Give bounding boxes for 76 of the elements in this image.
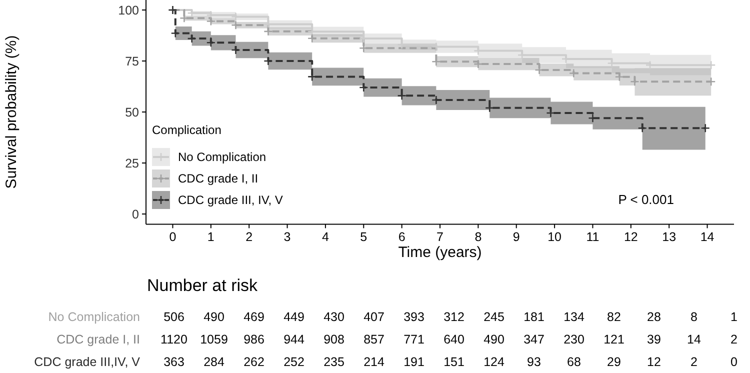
- y-axis-title: Survival probability (%): [3, 35, 20, 189]
- data-label: 262: [244, 355, 264, 369]
- x-axis-title: Time (years): [398, 244, 482, 262]
- data-label: 0: [730, 355, 738, 369]
- x-tick-label: 11: [586, 230, 600, 244]
- y-tick-label: 50: [125, 105, 140, 120]
- data-label: 2: [730, 332, 738, 346]
- x-tick-label: 6: [398, 230, 406, 244]
- legend-label: No Complication: [178, 150, 266, 164]
- data-label: 1059: [200, 332, 228, 346]
- data-label: 986: [244, 332, 264, 346]
- data-label: 771: [404, 332, 424, 346]
- data-label: 944: [284, 332, 304, 346]
- data-label: 857: [364, 332, 384, 346]
- data-label: 252: [284, 355, 304, 369]
- x-tick-label: 10: [548, 230, 562, 244]
- chart-title: Number at risk: [147, 276, 258, 295]
- data-label: 93: [527, 355, 541, 369]
- data-label: 8: [690, 310, 698, 324]
- data-label: 1120: [160, 332, 188, 346]
- x-tick-label: 9: [512, 230, 520, 244]
- data-label: 490: [204, 310, 224, 324]
- data-label: 640: [444, 332, 464, 346]
- legend-title: Complication: [152, 123, 222, 137]
- x-tick-label: 1: [207, 230, 214, 244]
- data-label: 506: [164, 310, 184, 324]
- annotation: P < 0.001: [618, 192, 674, 208]
- data-label: 68: [567, 355, 581, 369]
- x-tick-label: 3: [284, 230, 291, 244]
- data-label: 430: [324, 310, 344, 324]
- legend-label: CDC grade I, II: [178, 172, 258, 186]
- data-label: 134: [564, 310, 584, 324]
- data-label: 363: [164, 355, 184, 369]
- x-tick-label: 8: [474, 230, 482, 244]
- data-label: 29: [607, 355, 621, 369]
- data-label: 214: [364, 355, 384, 369]
- data-label: 14: [687, 332, 701, 346]
- data-label: 245: [484, 310, 504, 324]
- data-label: 449: [284, 310, 304, 324]
- data-label: 407: [364, 310, 384, 324]
- x-tick-label: 14: [700, 230, 714, 244]
- data-label: 490: [484, 332, 504, 346]
- data-label: 284: [204, 355, 224, 369]
- legend-label: CDC grade III, IV, V: [178, 193, 283, 208]
- data-label: 39: [647, 332, 661, 346]
- data-label: 393: [404, 310, 424, 324]
- data-label: 908: [324, 332, 344, 346]
- y-tick-label: 75: [125, 54, 140, 68]
- y-tick-label: CDC grade III,IV, V: [34, 355, 141, 369]
- y-tick-label: 25: [125, 156, 140, 170]
- y-tick-label: 0: [132, 207, 140, 222]
- data-label: 2: [690, 355, 698, 369]
- x-tick-label: 4: [322, 230, 329, 244]
- x-tick-label: 13: [662, 230, 676, 244]
- data-label: 191: [404, 355, 424, 369]
- x-tick-label: 5: [360, 230, 368, 244]
- x-tick-label: 2: [246, 230, 253, 244]
- x-tick-label: 12: [624, 230, 638, 244]
- y-tick-label: CDC grade I, II: [56, 332, 140, 346]
- data-label: 181: [524, 310, 544, 324]
- data-label: 235: [324, 355, 344, 369]
- data-label: 230: [564, 332, 584, 346]
- data-label: 124: [484, 355, 504, 369]
- data-label: 1: [730, 310, 738, 324]
- data-label: 469: [244, 310, 264, 324]
- data-label: 121: [604, 332, 624, 346]
- y-tick-label: No Complication: [48, 310, 140, 324]
- x-tick-label: 0: [169, 230, 176, 244]
- y-tick-label: 100: [118, 3, 140, 18]
- data-label: 151: [444, 355, 464, 369]
- data-label: 312: [444, 310, 464, 324]
- data-label: 12: [647, 355, 661, 369]
- data-label: 28: [647, 310, 661, 324]
- data-label: 82: [607, 310, 621, 324]
- x-tick-label: 7: [436, 230, 444, 244]
- data-label: 347: [524, 332, 544, 346]
